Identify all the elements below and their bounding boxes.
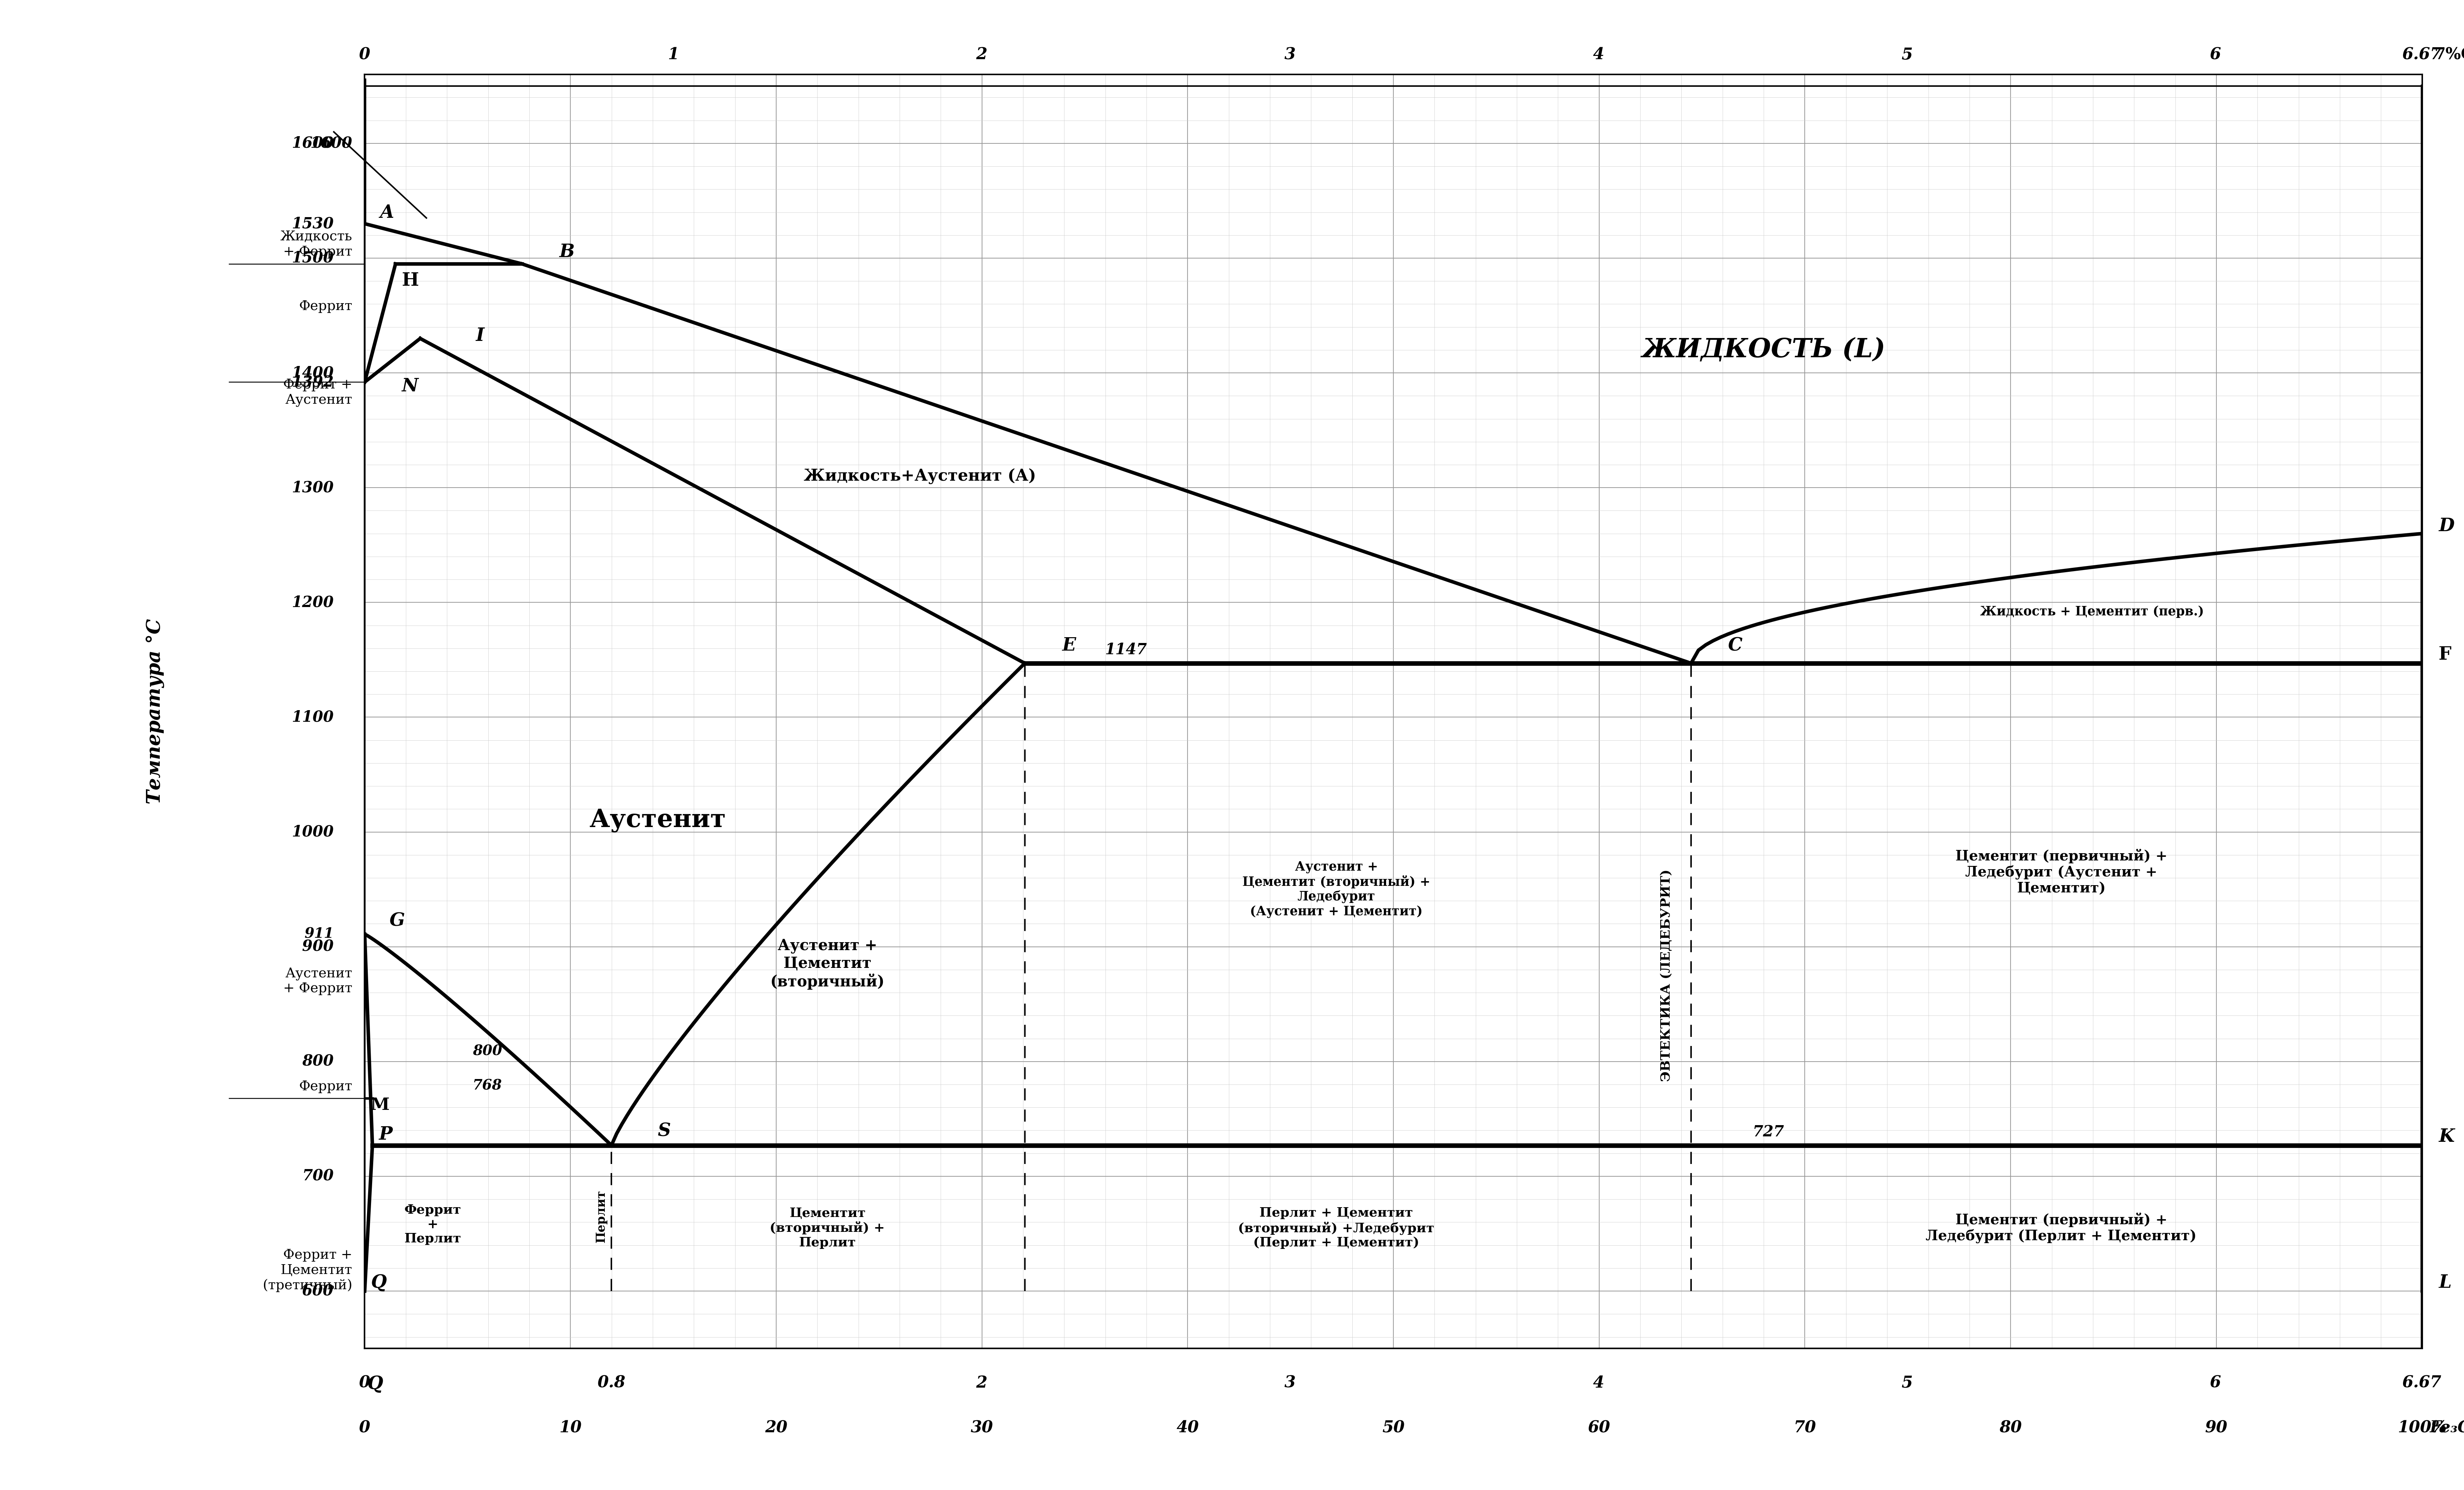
Text: H: H [402, 271, 419, 289]
Text: Жидкость
+ Феррит: Жидкость + Феррит [281, 231, 352, 258]
Text: 3: 3 [1284, 1375, 1296, 1390]
Text: 1300: 1300 [291, 480, 333, 495]
Text: 1100: 1100 [291, 709, 333, 724]
Text: Цементит (первичный) +
Ледебурит (Аустенит +
Цементит): Цементит (первичный) + Ледебурит (Аустен… [1956, 849, 2168, 895]
Text: 1400: 1400 [291, 365, 333, 380]
Text: 0: 0 [360, 1420, 370, 1435]
Text: 0.8: 0.8 [596, 1375, 626, 1390]
Text: 90: 90 [2205, 1420, 2227, 1435]
Text: Аустенит +
Цементит (вторичный) +
Ледебурит
(Аустенит + Цементит): Аустенит + Цементит (вторичный) + Ледебу… [1242, 861, 1429, 918]
Text: 40: 40 [1175, 1420, 1200, 1435]
Text: Fe₃C: Fe₃C [2430, 1420, 2464, 1435]
Text: S: S [658, 1122, 670, 1140]
Text: Жидкость + Цементит (перв.): Жидкость + Цементит (перв.) [1981, 605, 2203, 618]
Text: F: F [2439, 647, 2452, 665]
Text: 2: 2 [976, 48, 988, 63]
Text: 1: 1 [668, 48, 678, 63]
Text: P: P [379, 1126, 392, 1143]
Text: 800: 800 [473, 1044, 503, 1058]
Text: 7%C: 7%C [2434, 48, 2464, 63]
Text: A: A [379, 204, 394, 222]
Text: Цементит
(вторичный) +
Перлит: Цементит (вторичный) + Перлит [769, 1207, 885, 1249]
Text: Аустенит +
Цементит
(вторичный): Аустенит + Цементит (вторичный) [771, 939, 885, 989]
Text: 30: 30 [971, 1420, 993, 1435]
Text: Перлит + Цементит
(вторичный) +Ледебурит
(Перлит + Цементит): Перлит + Цементит (вторичный) +Ледебурит… [1239, 1207, 1434, 1249]
Text: 5: 5 [1902, 1375, 1912, 1390]
Text: 5: 5 [1902, 48, 1912, 63]
Text: 600: 600 [303, 1283, 333, 1299]
Text: 1600: 1600 [291, 136, 333, 150]
Text: ЖИДКОСТЬ (L): ЖИДКОСТЬ (L) [1641, 337, 1885, 364]
Text: N: N [402, 377, 419, 395]
Text: Q: Q [372, 1274, 387, 1292]
Text: 60: 60 [1587, 1420, 1611, 1435]
Text: 911: 911 [306, 927, 333, 942]
Text: D: D [2439, 517, 2454, 535]
Text: Перлит: Перлит [596, 1191, 606, 1243]
Text: 0: 0 [360, 1375, 370, 1390]
Text: 80: 80 [1998, 1420, 2023, 1435]
Text: 1200: 1200 [291, 595, 333, 609]
Text: 10: 10 [559, 1420, 582, 1435]
Text: Температура °C: Температура °C [145, 618, 165, 805]
Text: Аустенит: Аустенит [589, 809, 727, 833]
Text: 768: 768 [473, 1079, 503, 1092]
Text: Q: Q [367, 1375, 382, 1393]
Text: C: C [1727, 636, 1742, 654]
Text: Феррит
+
Перлит: Феррит + Перлит [404, 1204, 461, 1246]
Text: 6.67: 6.67 [2402, 1375, 2442, 1390]
Text: 70: 70 [1794, 1420, 1816, 1435]
Text: 1500: 1500 [291, 250, 333, 265]
Text: 900: 900 [303, 939, 333, 955]
Text: 50: 50 [1382, 1420, 1404, 1435]
Text: 2: 2 [976, 1375, 988, 1390]
Text: 800: 800 [303, 1053, 333, 1070]
Text: Феррит +
Цементит
(третичный): Феррит + Цементит (третичный) [264, 1249, 352, 1292]
Text: 1000: 1000 [291, 824, 333, 839]
Text: Аустенит
+ Феррит: Аустенит + Феррит [283, 967, 352, 995]
Text: 727: 727 [1752, 1125, 1784, 1140]
Text: Жидкость+Аустенит (А): Жидкость+Аустенит (А) [803, 468, 1035, 484]
Text: 1392: 1392 [291, 374, 333, 390]
Text: B: B [559, 243, 574, 261]
Text: ЭВТЕКТИКА (ЛЕДЕБУРИТ): ЭВТЕКТИКА (ЛЕДЕБУРИТ) [1661, 869, 1673, 1082]
Text: 4: 4 [1592, 1375, 1604, 1390]
Text: Цементит (первичный) +
Ледебурит (Перлит + Цементит): Цементит (первичный) + Ледебурит (Перлит… [1927, 1213, 2195, 1243]
Text: I: I [476, 326, 485, 344]
Text: 700: 700 [303, 1168, 333, 1185]
Text: 0: 0 [360, 48, 370, 63]
Text: 1147: 1147 [1104, 642, 1148, 657]
Text: 100%: 100% [2397, 1420, 2447, 1435]
Text: K: K [2439, 1128, 2454, 1146]
Text: 6.67: 6.67 [2402, 48, 2442, 63]
Text: 20: 20 [764, 1420, 788, 1435]
Text: 6: 6 [2210, 1375, 2220, 1390]
Text: M: M [372, 1097, 389, 1113]
Text: G: G [389, 912, 404, 930]
Text: E: E [1062, 636, 1077, 654]
Text: 1530: 1530 [291, 216, 333, 231]
Text: Феррит +
Аустенит: Феррит + Аустенит [283, 378, 352, 407]
Text: Феррит: Феррит [298, 1080, 352, 1094]
Text: 3: 3 [1284, 48, 1296, 63]
Text: L: L [2439, 1274, 2452, 1292]
Text: Феррит: Феррит [298, 299, 352, 313]
Text: 4: 4 [1592, 48, 1604, 63]
Text: 1600: 1600 [310, 136, 352, 150]
Text: 6: 6 [2210, 48, 2220, 63]
